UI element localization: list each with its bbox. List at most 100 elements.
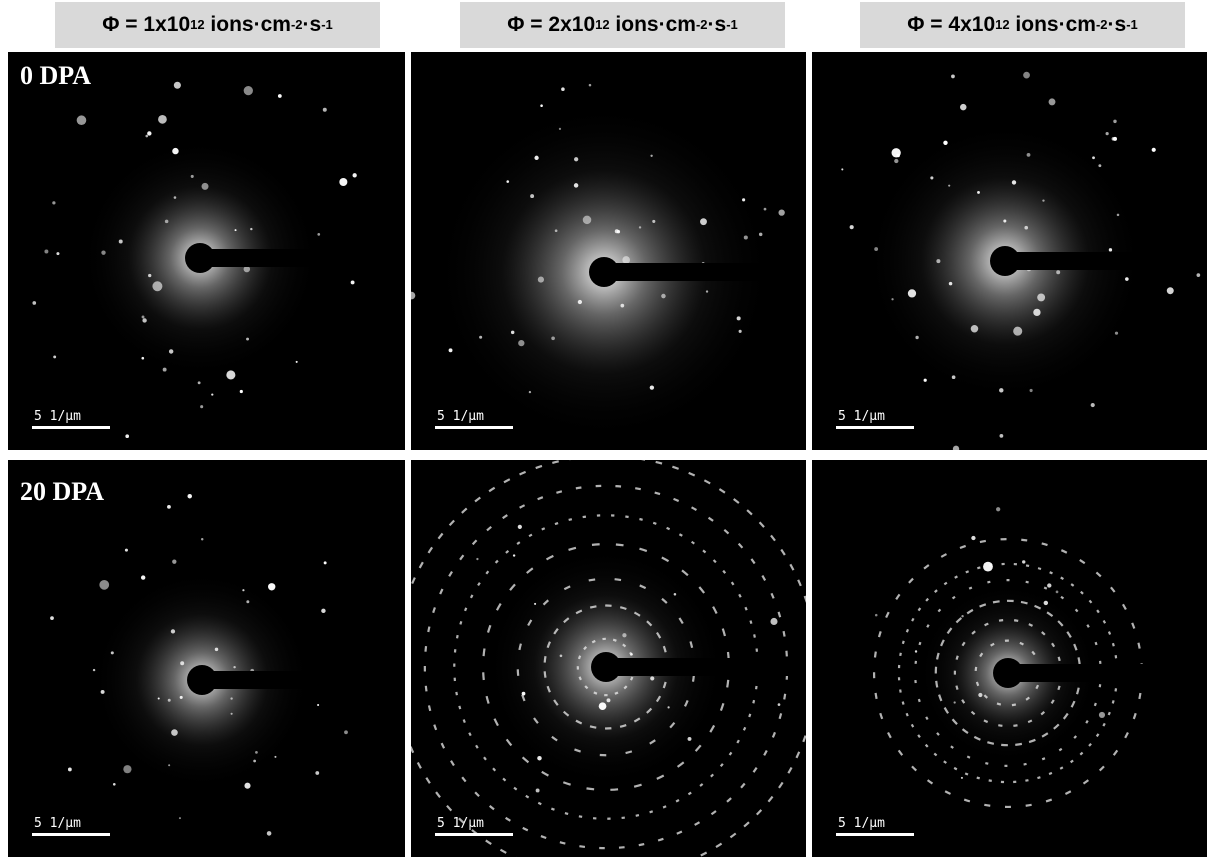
diffraction-spot	[996, 507, 1000, 511]
diffraction-spot	[930, 176, 933, 179]
diffraction-spot	[650, 385, 654, 389]
diffraction-spot	[960, 104, 966, 110]
diffraction-spot	[158, 697, 160, 699]
diffraction-spot	[951, 75, 955, 79]
diffraction-spot	[875, 614, 878, 617]
diffraction-spot	[961, 777, 963, 779]
diffraction-spot	[1106, 132, 1109, 135]
diffraction-spot	[599, 702, 607, 710]
diffraction-spot	[983, 562, 993, 572]
diffraction-spot	[1044, 601, 1048, 605]
diffraction-spot	[125, 549, 128, 552]
diffraction-spot	[1109, 248, 1112, 251]
diffraction-spot	[68, 768, 72, 772]
diffraction-spot	[778, 209, 784, 215]
diffraction-spot	[1092, 156, 1095, 159]
diffraction-spot	[506, 180, 509, 183]
diffraction-spot	[158, 115, 167, 124]
diffraction-spot	[1113, 120, 1116, 123]
diffraction-spot	[242, 589, 244, 591]
diffraction-spot	[240, 390, 243, 393]
diffraction-panel: 5 1/µm	[395, 456, 817, 857]
diffraction-spot	[759, 233, 762, 236]
diffraction-spot	[152, 281, 162, 291]
diffraction-spot	[530, 194, 534, 198]
diffraction-spot	[540, 104, 543, 107]
diffraction-spot	[142, 318, 146, 322]
diffraction-spot	[978, 693, 982, 697]
diffraction-spot	[892, 148, 901, 157]
diffraction-spot	[179, 817, 181, 819]
diffraction-spot	[339, 178, 347, 186]
diffraction-spot	[578, 300, 582, 304]
scale-bar	[32, 426, 110, 429]
diffraction-spot	[915, 336, 918, 339]
diffraction-spot	[943, 141, 947, 145]
diffraction-spot	[874, 247, 878, 251]
diffraction-spot	[101, 250, 105, 254]
diffraction-spot	[1125, 277, 1129, 281]
diffraction-spot	[589, 84, 592, 87]
diffraction-spot	[200, 405, 203, 408]
diffraction-spot	[622, 256, 630, 264]
diffraction-spot	[53, 355, 56, 358]
diffraction-spot	[574, 157, 578, 161]
diffraction-spot	[476, 558, 478, 560]
diffraction-spot	[145, 135, 148, 138]
diffraction-spot	[317, 233, 320, 236]
diffraction-spot	[1024, 226, 1028, 230]
diffraction-spot	[187, 494, 191, 498]
diffraction-spot	[174, 82, 181, 89]
diffraction-spot	[511, 331, 514, 334]
scale-bar-label: 5 1/µm	[34, 409, 81, 424]
diffraction-spot	[274, 756, 276, 758]
diffraction-spot	[971, 536, 975, 540]
diffraction-spot	[894, 159, 898, 163]
diffraction-spot	[1003, 220, 1006, 223]
diffraction-spot	[141, 575, 145, 579]
diffraction-spot	[555, 229, 558, 232]
scale-bar	[435, 426, 513, 429]
diffraction-spot	[171, 629, 175, 633]
diffraction-panel: 5 1/µm	[812, 460, 1207, 857]
diffraction-spot	[230, 697, 232, 699]
diffraction-spot	[661, 294, 666, 299]
diffraction-spot	[148, 274, 151, 277]
diffraction-spot	[688, 737, 692, 741]
diffraction-spot	[561, 87, 565, 91]
diffraction-spot	[244, 783, 250, 789]
diffraction-spot	[1167, 287, 1174, 294]
scale-bar	[32, 833, 110, 836]
diffraction-spot	[172, 148, 178, 154]
diffraction-spot	[583, 216, 592, 225]
diffraction-panel: 5 1/µm	[8, 460, 405, 857]
diffraction-spot	[1022, 560, 1025, 563]
diffraction-spot	[52, 201, 55, 204]
diffraction-spot	[353, 173, 357, 177]
diffraction-spot	[1042, 199, 1044, 201]
diffraction-spot	[744, 235, 748, 239]
diffraction-spot	[518, 340, 524, 346]
panels: 5 1/µm5 1/µm5 1/µm5 1/µm5 1/µm5 1/µm0 DP…	[0, 0, 1207, 857]
row-label: 20 DPA	[20, 477, 104, 506]
diffraction-spot	[56, 252, 59, 255]
diffraction-spot	[952, 375, 956, 379]
diffraction-panel: 5 1/µm	[8, 52, 405, 450]
diffraction-spot	[559, 128, 561, 130]
diffraction-spot	[537, 756, 542, 761]
diffraction-spot	[101, 690, 105, 694]
beam-stop-arm	[1008, 664, 1207, 682]
scale-bar	[435, 833, 513, 836]
diffraction-spot	[296, 361, 298, 363]
diffraction-spot	[1033, 309, 1040, 316]
diffraction-spot	[850, 225, 854, 229]
diffraction-spot	[172, 560, 176, 564]
diffraction-spot	[924, 379, 927, 382]
diffraction-spot	[235, 229, 237, 231]
diffraction-spot	[977, 191, 980, 194]
diffraction-spot	[936, 259, 940, 263]
diffraction-spot	[954, 701, 956, 703]
diffraction-spot	[639, 226, 641, 228]
diffraction-spot	[321, 609, 325, 613]
diffraction-spot	[1152, 148, 1156, 152]
